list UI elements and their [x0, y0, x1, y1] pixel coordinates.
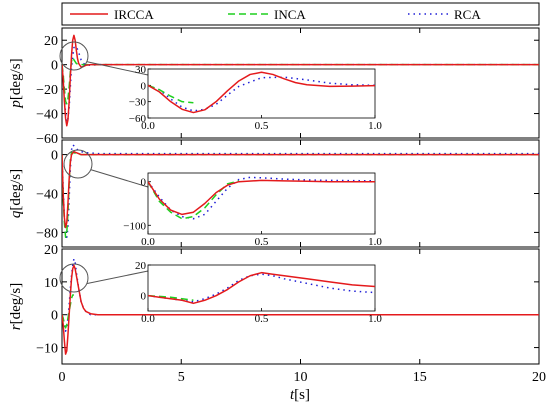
legend: IRCCA INCA RCA	[61, 2, 540, 26]
ytick-label: 10	[44, 276, 58, 291]
inset-r: 20 0 0.0 0.5 1.0	[135, 260, 382, 325]
ylabel-symbol: q	[8, 210, 24, 218]
inset-xtick-label: 0.5	[255, 313, 269, 325]
legend-label-rca: RCA	[454, 7, 481, 22]
ytick-label: −80	[36, 226, 58, 241]
ytick-label: 20	[44, 243, 58, 258]
ylabel-p: p[deg/s]	[8, 58, 24, 108]
inset-xtick-label: 0.0	[141, 120, 155, 132]
xtick-label: 20	[532, 370, 546, 385]
ytick-label: −40	[36, 188, 58, 203]
xlabel: t[s]	[290, 387, 310, 403]
zoom-circle-q	[63, 149, 93, 179]
inset-q: 0 −100 0.0 0.5 1.0	[123, 172, 382, 248]
ylabel-symbol: r	[8, 324, 24, 330]
inset-p-lines	[148, 71, 375, 114]
inset-ytick-label: 0	[141, 291, 147, 303]
ylabel-unit: [deg/s]	[8, 169, 24, 211]
inset-r-lines	[148, 271, 375, 305]
inset-ytick-label: 0	[141, 177, 147, 189]
ylabel-q: q[deg/s]	[8, 169, 24, 218]
legend-box	[61, 2, 540, 26]
ylabel-unit: [deg/s]	[8, 58, 24, 100]
xlabel-symbol: t	[290, 387, 295, 403]
panel-r-lines	[62, 258, 539, 355]
panel-q-lines	[62, 144, 539, 239]
ytick-label: −60	[36, 132, 58, 147]
xtick-label: 0	[59, 370, 66, 385]
inset-q-series-ircca	[148, 179, 375, 216]
ytick-label: 0	[51, 59, 58, 74]
xtick-label: 5	[178, 370, 185, 385]
xtick-label: 10	[294, 370, 308, 385]
inset-xtick-label: 0.5	[255, 120, 269, 132]
inset-xtick-label: 0.5	[255, 236, 269, 248]
panel-q: 0 −40 −80 q[deg/s] 0 −100 0.0 0.5 1.0	[8, 139, 540, 248]
panel-p: 200−20−40−60p[deg/s] 300−30−600.0 0.5 1.0	[8, 27, 540, 147]
main-q-series-rca	[62, 144, 539, 239]
inset-r-series-ircca	[148, 271, 375, 305]
inset-p-series-ircca	[148, 71, 375, 114]
ytick-label: −40	[36, 108, 58, 123]
inset-xtick-label: 1.0	[368, 236, 382, 248]
inset-r-series-inca	[148, 294, 194, 302]
inset-p-frame	[147, 68, 376, 119]
main-r-series-ircca	[62, 264, 539, 355]
legend-label-inca: INCA	[274, 7, 306, 22]
inset-q-series-rca	[148, 176, 375, 220]
main-r-series-inca	[62, 294, 74, 329]
zoom-connector-r	[86, 270, 149, 285]
inset-xtick-label: 1.0	[368, 313, 382, 325]
xlabel-unit: [s]	[294, 387, 310, 403]
inset-ytick-label: −60	[129, 113, 147, 125]
legend-label-ircca: IRCCA	[114, 7, 154, 22]
inset-xtick-label: 1.0	[368, 120, 382, 132]
inset-q-frame	[147, 172, 376, 235]
inset-p: 30 0 −30 −600.0 0.5 1.0	[129, 64, 383, 132]
ytick-label: 20	[44, 34, 58, 49]
inset-xtick-label: 0.0	[141, 236, 155, 248]
ytick-label: −20	[36, 83, 58, 98]
zoom-circle-r	[59, 263, 89, 293]
panel-r: 20 10 0 −10 r[deg/s] 20 0 0.0 0.5 1.0	[8, 243, 540, 365]
zoom-connector-q	[90, 169, 149, 188]
panel-p-lines	[62, 34, 539, 127]
ytick-label: 0	[51, 149, 58, 164]
ylabel-r: r[deg/s]	[8, 283, 24, 331]
inset-ytick-label: 30	[135, 64, 147, 76]
x-axis: 0 5 10 15 20 t[s]	[59, 370, 547, 403]
ytick-label: 0	[51, 309, 58, 324]
ylabel-symbol: p	[8, 100, 24, 109]
panels: 200−20−40−60p[deg/s] 300−30−600.0 0.5 1.00−…	[8, 27, 540, 365]
xtick-label: 15	[413, 370, 427, 385]
main-p-series-ircca	[62, 34, 539, 127]
inset-ytick-label: 0	[141, 80, 147, 92]
zoom-connector-p	[86, 61, 149, 76]
main-q-series-ircca	[62, 150, 539, 229]
inset-ytick-label: −100	[123, 220, 146, 232]
inset-ytick-label: −30	[129, 97, 147, 109]
inset-r-frame	[147, 264, 376, 312]
inset-p-series-inca	[148, 84, 194, 104]
ylabel-unit: [deg/s]	[8, 283, 24, 325]
inset-xtick-label: 0.0	[141, 313, 155, 325]
inset-q-lines	[148, 176, 375, 220]
inset-ytick-label: 20	[135, 260, 147, 272]
ytick-label: −10	[36, 342, 58, 357]
zoom-circle-p	[59, 41, 89, 71]
